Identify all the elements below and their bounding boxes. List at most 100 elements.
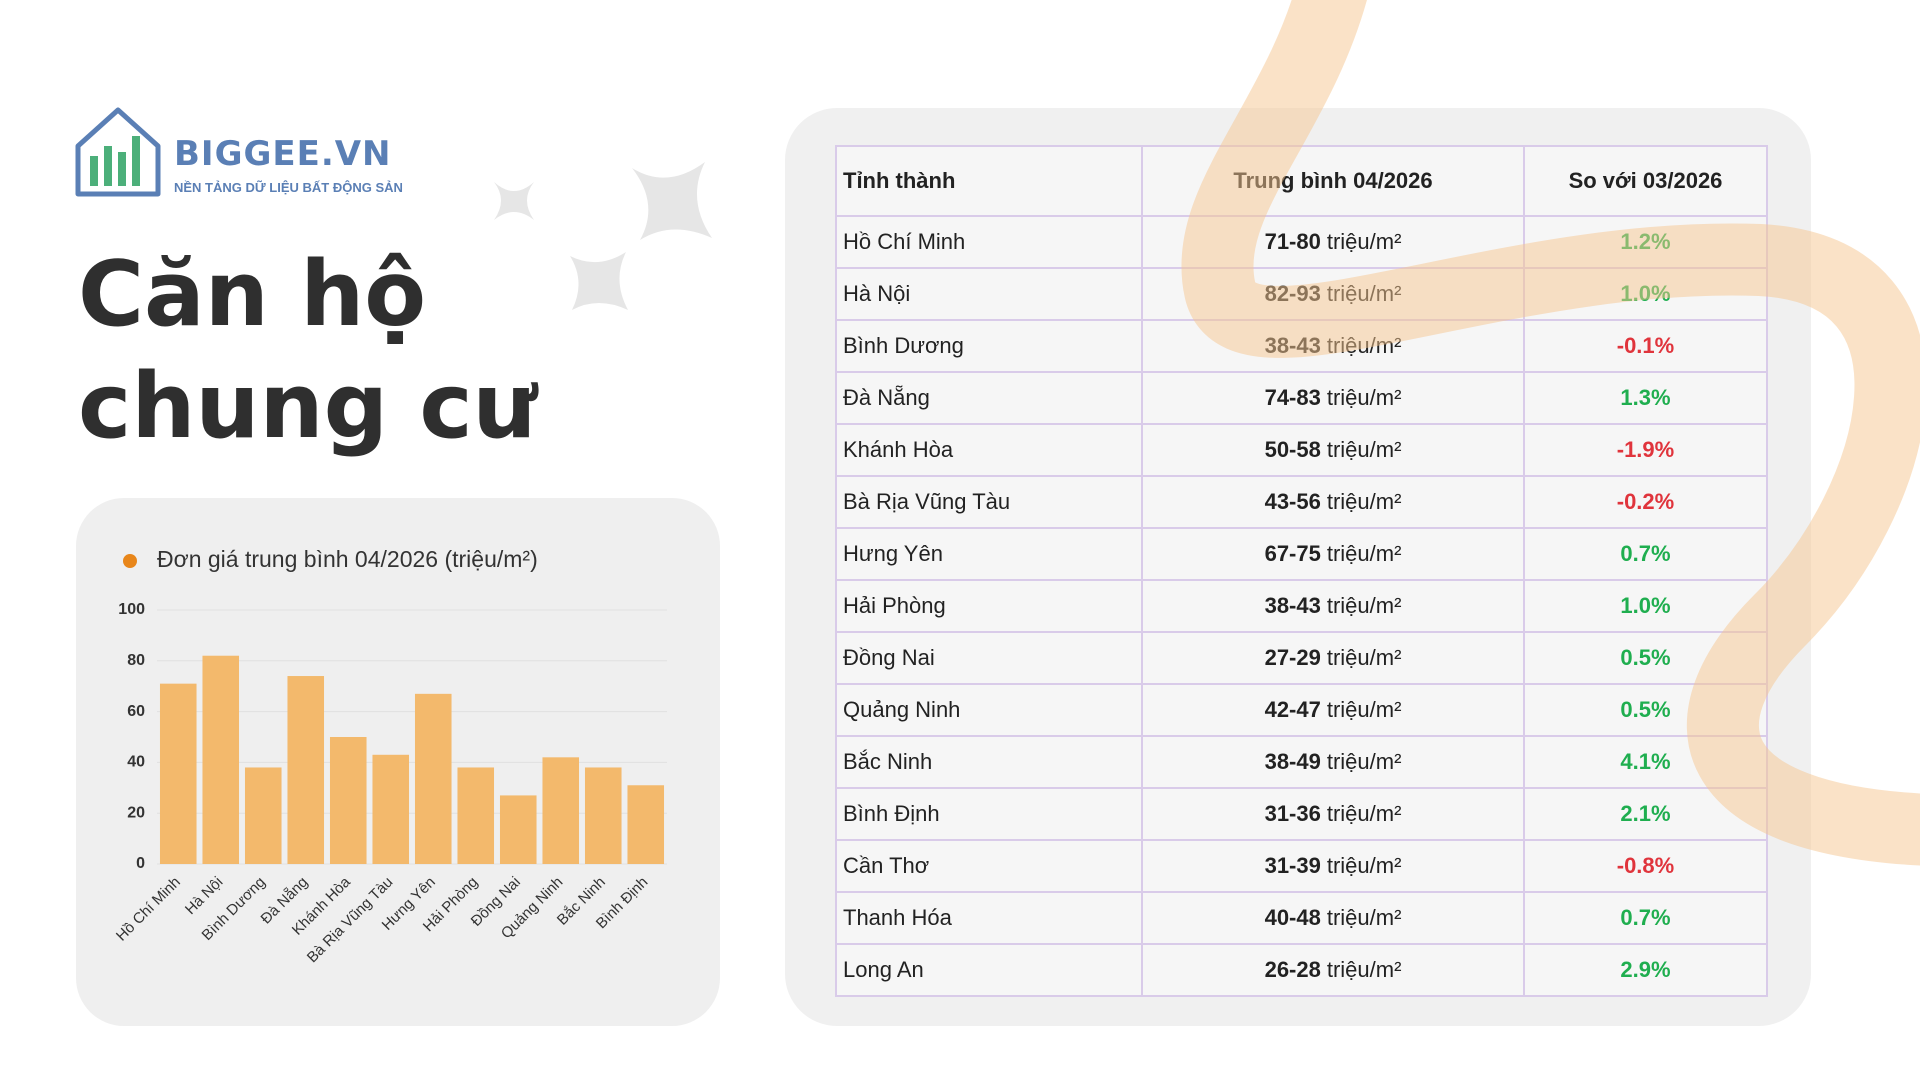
price-unit: triệu/m² — [1326, 697, 1402, 722]
price-cell: 42-47 triệu/m² — [1141, 683, 1525, 737]
change-cell: 2.9% — [1523, 943, 1768, 997]
change-cell: 1.3% — [1523, 371, 1768, 425]
price-unit: triệu/m² — [1326, 229, 1402, 254]
x-tick-label: Hồ Chí Minh — [113, 874, 184, 945]
price-range: 40-48 — [1264, 905, 1321, 930]
table-row: Hưng Yên 67-75 triệu/m² 0.7% — [835, 527, 1768, 581]
y-tick-label: 0 — [136, 855, 145, 872]
price-range: 31-36 — [1264, 801, 1321, 826]
table-row: Khánh Hòa 50-58 triệu/m² -1.9% — [835, 423, 1768, 477]
price-unit: triệu/m² — [1326, 437, 1402, 462]
header-cell: Tỉnh thành — [835, 145, 1143, 217]
bar — [372, 754, 410, 864]
y-tick-label: 40 — [127, 754, 145, 771]
change-cell: -1.9% — [1523, 423, 1768, 477]
change-cell: 0.5% — [1523, 631, 1768, 685]
change-cell: 1.0% — [1523, 267, 1768, 321]
price-unit: triệu/m² — [1326, 749, 1402, 774]
price-range: 50-58 — [1264, 437, 1321, 462]
table-row: Hồ Chí Minh 71-80 triệu/m² 1.2% — [835, 215, 1768, 269]
y-tick-label: 60 — [127, 703, 145, 720]
bar — [457, 767, 495, 864]
price-unit: triệu/m² — [1326, 541, 1402, 566]
price-cell: 31-39 triệu/m² — [1141, 839, 1525, 893]
price-range: 26-28 — [1264, 957, 1321, 982]
province-cell: Thanh Hóa — [835, 891, 1143, 945]
province-cell: Đồng Nai — [835, 631, 1143, 685]
price-unit: triệu/m² — [1326, 905, 1402, 930]
change-cell: -0.1% — [1523, 319, 1768, 373]
province-cell: Long An — [835, 943, 1143, 997]
bar — [287, 676, 325, 864]
price-range: 27-29 — [1264, 645, 1321, 670]
price-cell: 74-83 triệu/m² — [1141, 371, 1525, 425]
change-cell: 0.7% — [1523, 527, 1768, 581]
header-cell: Trung bình 04/2026 — [1141, 145, 1525, 217]
price-table: Tỉnh thành Trung bình 04/2026 So với 03/20… — [835, 145, 1768, 997]
price-range: 42-47 — [1264, 697, 1321, 722]
price-cell: 38-43 triệu/m² — [1141, 319, 1525, 373]
table-row: Đà Nẵng 74-83 triệu/m² 1.3% — [835, 371, 1768, 425]
page-title: Căn hộ — [78, 242, 427, 347]
price-unit: triệu/m² — [1326, 333, 1402, 358]
bar — [627, 785, 665, 864]
change-cell: 1.0% — [1523, 579, 1768, 633]
bar — [542, 757, 580, 864]
price-range: 38-49 — [1264, 749, 1321, 774]
legend-marker — [123, 554, 137, 568]
table-row: Bắc Ninh 38-49 triệu/m² 4.1% — [835, 735, 1768, 789]
bar — [244, 767, 282, 864]
bar — [329, 737, 367, 864]
price-unit: triệu/m² — [1326, 853, 1402, 878]
bar — [499, 795, 537, 864]
price-unit: triệu/m² — [1326, 593, 1402, 618]
change-cell: 0.7% — [1523, 891, 1768, 945]
price-unit: triệu/m² — [1326, 957, 1402, 982]
change-cell: 0.5% — [1523, 683, 1768, 737]
y-tick-label: 80 — [127, 652, 145, 669]
table-row: Bà Rịa Vũng Tàu 43-56 triệu/m² -0.2% — [835, 475, 1768, 529]
table-row: Đồng Nai 27-29 triệu/m² 0.5% — [835, 631, 1768, 685]
price-cell: 38-43 triệu/m² — [1141, 579, 1525, 633]
province-cell: Bà Rịa Vũng Tàu — [835, 475, 1143, 529]
bar — [584, 767, 622, 864]
price-range: 38-43 — [1264, 593, 1321, 618]
province-cell: Hà Nội — [835, 267, 1143, 321]
page-title: chung cư — [78, 354, 537, 459]
price-cell: 38-49 triệu/m² — [1141, 735, 1525, 789]
price-cell: 43-56 triệu/m² — [1141, 475, 1525, 529]
province-cell: Hồ Chí Minh — [835, 215, 1143, 269]
price-cell: 50-58 triệu/m² — [1141, 423, 1525, 477]
change-cell: 1.2% — [1523, 215, 1768, 269]
price-cell: 26-28 triệu/m² — [1141, 943, 1525, 997]
y-tick-label: 100 — [118, 601, 145, 618]
table-row: Bình Định 31-36 triệu/m² 2.1% — [835, 787, 1768, 841]
price-range: 82-93 — [1264, 281, 1321, 306]
province-cell: Đà Nẵng — [835, 371, 1143, 425]
bar — [414, 693, 452, 864]
logo-icon — [75, 107, 161, 197]
price-range: 43-56 — [1264, 489, 1321, 514]
y-tick-label: 20 — [127, 804, 145, 821]
change-cell: -0.8% — [1523, 839, 1768, 893]
price-unit: triệu/m² — [1326, 385, 1402, 410]
logo-name: BIGGEE.VN — [174, 134, 392, 174]
province-cell: Hải Phòng — [835, 579, 1143, 633]
province-cell: Khánh Hòa — [835, 423, 1143, 477]
price-range: 71-80 — [1264, 229, 1321, 254]
price-cell: 31-36 triệu/m² — [1141, 787, 1525, 841]
table-row: Thanh Hóa 40-48 triệu/m² 0.7% — [835, 891, 1768, 945]
price-cell: 40-48 triệu/m² — [1141, 891, 1525, 945]
province-cell: Hưng Yên — [835, 527, 1143, 581]
chart: 0 20 40 60 80 100 Đơn giá trung bình 04/2026 (… — [113, 546, 667, 966]
header-cell: So với 03/2026 — [1523, 145, 1768, 217]
province-cell: Bình Dương — [835, 319, 1143, 373]
table-row: Long An 26-28 triệu/m² 2.9% — [835, 943, 1768, 997]
table-row: Hải Phòng 38-43 triệu/m² 1.0% — [835, 579, 1768, 633]
header-row: Tỉnh thành Trung bình 04/2026 So với 03/20… — [835, 145, 1768, 217]
table-row: Bình Dương 38-43 triệu/m² -0.1% — [835, 319, 1768, 373]
change-cell: 4.1% — [1523, 735, 1768, 789]
province-cell: Bắc Ninh — [835, 735, 1143, 789]
